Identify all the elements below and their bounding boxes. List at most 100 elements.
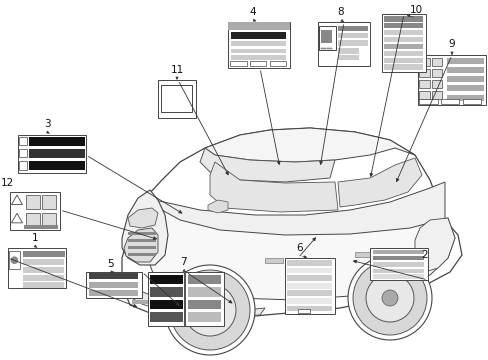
Bar — [372, 256, 423, 261]
Bar — [128, 246, 156, 249]
Bar — [187, 300, 221, 309]
Bar — [384, 30, 422, 36]
Text: 8: 8 — [337, 7, 344, 17]
Bar — [297, 309, 309, 313]
Bar — [446, 76, 483, 82]
Polygon shape — [200, 148, 334, 182]
Bar — [431, 80, 441, 88]
Bar — [446, 58, 483, 63]
Polygon shape — [337, 158, 421, 207]
Bar — [440, 99, 459, 104]
Bar — [149, 275, 183, 284]
Bar — [19, 149, 27, 157]
Bar — [24, 225, 58, 229]
Bar — [23, 251, 65, 257]
Bar — [286, 306, 331, 311]
Bar — [231, 49, 285, 53]
Circle shape — [347, 256, 431, 340]
Bar — [446, 94, 483, 100]
Bar — [318, 26, 335, 50]
Text: 3: 3 — [43, 119, 50, 129]
Polygon shape — [124, 228, 158, 262]
Bar — [384, 16, 422, 22]
Circle shape — [381, 290, 397, 306]
Polygon shape — [148, 182, 444, 248]
Bar — [285, 258, 334, 314]
Bar — [337, 55, 358, 60]
Bar — [337, 26, 367, 31]
Bar — [187, 275, 221, 284]
Bar — [231, 55, 285, 60]
Polygon shape — [207, 200, 227, 213]
Bar — [148, 272, 224, 326]
Bar — [446, 85, 483, 91]
Bar — [42, 195, 56, 210]
Bar — [326, 48, 331, 49]
Bar — [231, 32, 285, 39]
Polygon shape — [209, 162, 337, 212]
Bar — [419, 80, 428, 88]
Bar — [86, 272, 142, 298]
Bar — [230, 60, 246, 66]
Bar — [192, 300, 214, 304]
Bar — [42, 212, 56, 227]
Bar — [23, 259, 63, 265]
Bar — [419, 68, 428, 77]
Bar — [286, 260, 331, 266]
Bar — [320, 48, 325, 49]
Bar — [372, 262, 423, 267]
Circle shape — [202, 302, 218, 318]
Bar — [227, 22, 289, 68]
Bar — [384, 64, 422, 70]
Bar — [462, 99, 480, 104]
Bar — [89, 282, 138, 288]
Bar — [89, 290, 138, 296]
Text: 10: 10 — [408, 5, 422, 15]
Polygon shape — [120, 278, 264, 318]
Text: 1: 1 — [32, 233, 38, 243]
Bar — [19, 137, 27, 145]
Circle shape — [11, 257, 18, 263]
Bar — [286, 275, 331, 281]
Bar — [158, 80, 196, 118]
Bar — [128, 253, 156, 256]
Bar — [10, 192, 60, 230]
Circle shape — [170, 270, 249, 350]
Bar — [286, 283, 331, 288]
Polygon shape — [148, 210, 454, 300]
Bar — [286, 291, 331, 296]
Text: 9: 9 — [448, 39, 454, 49]
Bar — [23, 282, 63, 288]
Bar — [29, 137, 84, 146]
Bar — [381, 14, 425, 72]
Bar — [29, 149, 84, 158]
Bar — [419, 99, 437, 104]
Bar — [26, 212, 40, 227]
Polygon shape — [414, 218, 454, 272]
Text: 2: 2 — [421, 250, 427, 260]
Bar — [9, 251, 20, 269]
Bar — [384, 44, 422, 49]
Bar — [23, 275, 63, 281]
Polygon shape — [12, 195, 22, 204]
Bar — [384, 58, 422, 63]
Bar — [227, 22, 289, 30]
Bar — [337, 48, 358, 54]
Polygon shape — [204, 128, 414, 162]
Bar — [369, 248, 427, 280]
Bar — [149, 300, 183, 309]
Bar — [431, 58, 441, 66]
Bar — [264, 258, 283, 263]
Bar — [337, 40, 367, 46]
Bar — [149, 312, 183, 322]
Text: 5: 5 — [107, 259, 114, 269]
Polygon shape — [12, 213, 22, 223]
Polygon shape — [122, 190, 168, 265]
Bar — [337, 33, 367, 38]
Bar — [384, 23, 422, 28]
Bar — [231, 41, 285, 46]
Bar — [431, 90, 441, 99]
Circle shape — [365, 274, 413, 322]
Bar — [161, 85, 192, 112]
Bar — [162, 300, 183, 304]
